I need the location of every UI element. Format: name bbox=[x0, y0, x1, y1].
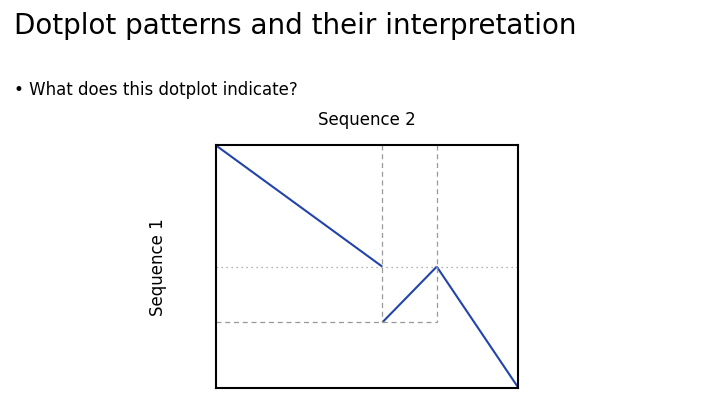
Text: Sequence 2: Sequence 2 bbox=[318, 111, 416, 129]
Text: • What does this dotplot indicate?: • What does this dotplot indicate? bbox=[14, 81, 298, 99]
Text: Sequence 1: Sequence 1 bbox=[150, 218, 167, 316]
Text: Dotplot patterns and their interpretation: Dotplot patterns and their interpretatio… bbox=[14, 12, 577, 40]
